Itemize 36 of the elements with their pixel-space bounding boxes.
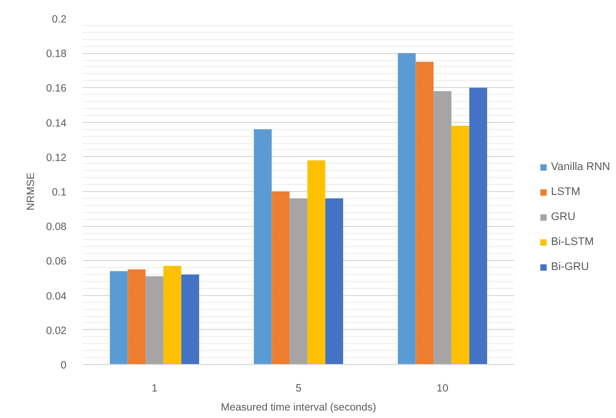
bar [307, 160, 326, 364]
bar [146, 276, 164, 364]
x-tick-label: 10 [436, 382, 448, 394]
x-axis-title: Measured time interval (seconds) [220, 402, 376, 414]
legend-label: LSTM [551, 186, 580, 198]
bar [434, 91, 452, 364]
y-tick-label: 0.08 [46, 221, 67, 234]
y-tick-label: 0.1 [52, 186, 67, 198]
bar [290, 198, 308, 364]
bar [416, 62, 434, 364]
legend-label: Bi-GRU [551, 261, 589, 273]
y-tick-label: 0.2 [52, 14, 67, 26]
y-tick-label: 0 [60, 360, 67, 372]
y-axis-title: NRMSE [25, 172, 38, 210]
bar [181, 274, 200, 364]
bar [254, 129, 272, 364]
bar [128, 269, 146, 364]
legend-label: Vanilla RNN [551, 161, 610, 173]
bar [469, 88, 488, 364]
legend-label: GRU [551, 211, 576, 223]
y-tick-label: 0.02 [46, 324, 67, 337]
x-tick-label: 5 [296, 382, 302, 394]
x-tick-label: 1 [152, 382, 158, 394]
y-tick-label: 0.16 [46, 82, 67, 95]
y-tick-label: 0.04 [46, 290, 67, 302]
bar [163, 266, 182, 364]
y-tick-label: 0.12 [46, 152, 67, 164]
bar [272, 192, 290, 364]
y-tick-label: 0.14 [46, 117, 67, 130]
bar [398, 53, 416, 364]
y-tick-label: 0.06 [46, 256, 67, 268]
bar [325, 198, 344, 364]
legend-label: Bi-LSTM [551, 236, 594, 248]
bar [451, 126, 470, 364]
bar [110, 271, 128, 364]
y-tick-label: 0.18 [46, 48, 67, 60]
